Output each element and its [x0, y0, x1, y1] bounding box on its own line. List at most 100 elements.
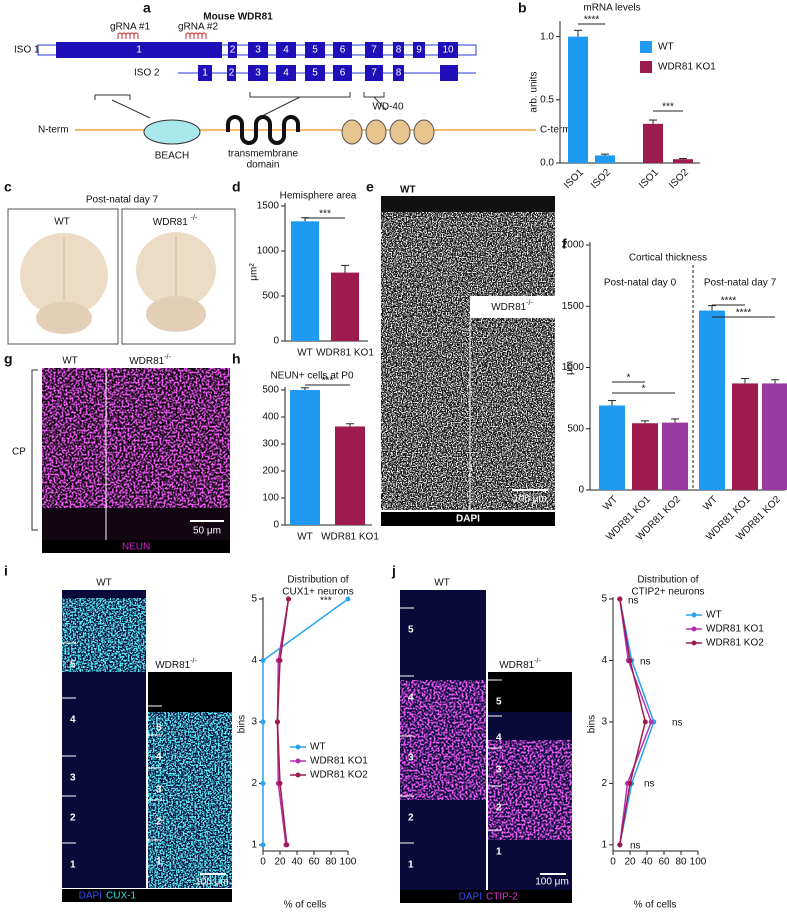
- bar: [290, 390, 320, 525]
- exon-label: 7: [371, 68, 377, 79]
- exon-label: 5: [312, 45, 318, 56]
- panel-label: g: [4, 351, 13, 367]
- data-point: [617, 596, 623, 602]
- exon-label: 3: [255, 68, 261, 79]
- micrograph-signal: [381, 212, 555, 510]
- y-axis-label: arb. units: [529, 71, 540, 112]
- data-point: [648, 719, 654, 725]
- panel-label: f: [562, 236, 567, 252]
- significance-label: ***: [322, 376, 334, 387]
- exon-label: 1: [136, 45, 142, 56]
- x-tick-label: 20: [274, 857, 286, 868]
- bin-label: 5: [496, 697, 502, 708]
- genotype-label: WDR81-/-: [499, 658, 541, 670]
- x-tick-label: WDR81 KO1: [321, 532, 379, 543]
- chart-title: CUX1+ neurons: [282, 587, 353, 598]
- x-tick-label: WT: [297, 348, 313, 359]
- bar: [599, 405, 625, 490]
- ctip2-images: WT WDR81-/- 100 μm DAPI CTIP-2 5 4 3 2 1 5 4 3 2…: [400, 578, 572, 903]
- data-point: [260, 842, 266, 848]
- exon: [413, 42, 425, 58]
- x-tick-label: WT: [601, 494, 620, 513]
- bar: [291, 221, 319, 341]
- grna-site: [117, 32, 139, 39]
- genotype-label: WT: [400, 185, 416, 196]
- annotation: ns: [630, 841, 641, 852]
- x-tick-label: ISO1: [562, 167, 586, 191]
- panel-label: d: [232, 179, 241, 195]
- exon: [248, 65, 268, 81]
- legend-label: WT: [706, 610, 722, 621]
- y-tick-label: 1500: [257, 201, 280, 212]
- legend-label: WT: [658, 42, 674, 53]
- exon: [333, 42, 352, 58]
- bin-label: 4: [70, 715, 76, 726]
- y-tick-label: 0: [273, 336, 279, 347]
- x-tick-label: 100: [690, 857, 707, 868]
- data-point: [345, 596, 351, 602]
- genotype-label: WDR81-/-: [129, 354, 171, 366]
- bin-label: 1: [408, 860, 414, 871]
- significance-label: ****: [584, 15, 600, 26]
- y-tick-label: 500: [567, 423, 584, 434]
- bin-label: 3: [496, 765, 502, 776]
- grna-site: [185, 32, 207, 39]
- y-tick-label: 1: [251, 839, 257, 850]
- exon-label: 1: [202, 68, 208, 79]
- y-tick-label: 2: [251, 778, 257, 789]
- data-point: [627, 657, 633, 663]
- y-tick-label: 300: [262, 439, 279, 450]
- y-axis-label: bins: [237, 715, 248, 733]
- y-axis-label: µm: [565, 361, 576, 375]
- x-tick-label: ISO2: [589, 167, 613, 191]
- panel-labels: a b c d e f g h i j: [4, 0, 567, 579]
- legend-label: WDR81 KO1: [706, 624, 764, 635]
- bracket: [94, 94, 151, 119]
- bar: [673, 159, 693, 163]
- panel-label: e: [366, 179, 374, 195]
- brain-photos: Post-natal day 7 WT WDR81 -/-: [7, 195, 236, 345]
- y-tick-label: 1500: [562, 301, 585, 312]
- bar: [643, 123, 663, 163]
- chart-title: Distribution of: [287, 575, 348, 586]
- y-tick-label: 3: [251, 717, 257, 728]
- data-point: [260, 657, 266, 663]
- stain-bar: [62, 889, 232, 902]
- micrograph-signal: [62, 598, 146, 672]
- exon: [248, 42, 268, 58]
- exon-label: 8: [396, 68, 402, 79]
- bracket: [249, 92, 351, 117]
- data-point: [277, 657, 283, 663]
- domain-label: BEACH: [155, 151, 189, 162]
- significance-label: ***: [662, 102, 674, 113]
- exon: [305, 42, 325, 58]
- bar: [762, 383, 787, 490]
- bar: [662, 422, 688, 490]
- legend-marker: [295, 772, 301, 778]
- significance-label: ****: [736, 308, 752, 319]
- bin-label: 1: [156, 857, 162, 868]
- y-tick-label: 0.5: [540, 94, 554, 105]
- scale-label: 100 μm: [535, 877, 569, 888]
- region-label: CP: [12, 447, 26, 458]
- genotype-label: WT: [62, 356, 78, 367]
- neun-images: WT WDR81-/- CP 50 μm NEUN: [12, 354, 230, 553]
- y-tick-label: 1: [601, 839, 607, 850]
- y-tick-label: 5: [251, 594, 257, 605]
- x-tick-label: WT: [297, 532, 313, 543]
- exon-label: 4: [283, 68, 289, 79]
- cux1-images: WT WDR81-/- 100 μm DAPI CUX-1 5 4 3 2 1 5 4 3 2 1: [62, 578, 232, 902]
- annotation: ***: [320, 596, 332, 607]
- exon-label: 2: [230, 45, 236, 56]
- y-tick-label: 400: [262, 412, 279, 423]
- genotype-label: WT: [434, 578, 450, 589]
- stain-label: DAPI: [459, 892, 482, 903]
- panel-label: c: [4, 179, 12, 195]
- exon: [393, 65, 404, 81]
- exon-label: 2: [229, 68, 235, 79]
- scale-label: 100 μm: [195, 877, 229, 888]
- bin-label: 2: [408, 813, 414, 824]
- y-axis-label: μm²: [249, 263, 260, 281]
- gene-diagram: Mouse WDR81 gRNA #1 gRNA #2 ISO 1 ISO 2 …: [14, 12, 571, 171]
